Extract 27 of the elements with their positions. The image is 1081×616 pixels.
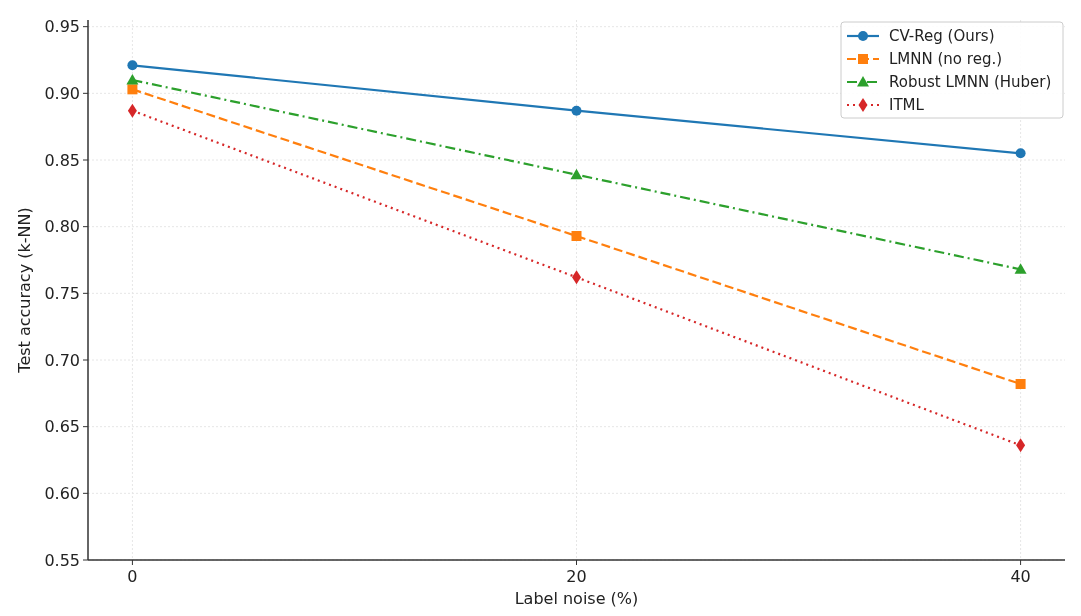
point <box>1015 148 1026 159</box>
y-tick-label: 0.55 <box>44 550 80 570</box>
legend-label: CV-Reg (Ours) <box>889 27 995 46</box>
point <box>1015 379 1026 389</box>
point <box>1014 263 1027 274</box>
y-tick-label: 0.95 <box>44 17 80 37</box>
x-tick-label: 0 <box>127 567 138 586</box>
x-axis-title: Label noise (%) <box>514 589 639 608</box>
y-tick-label: 0.70 <box>44 350 80 370</box>
y-tick-label: 0.80 <box>44 217 80 237</box>
x-tick-label: 20 <box>566 567 587 586</box>
y-tick-label: 0.85 <box>44 150 80 170</box>
point <box>127 84 138 95</box>
y-tick-label: 0.75 <box>44 283 80 303</box>
legend-label: LMNN (no reg.) <box>889 50 1003 69</box>
point <box>570 168 583 180</box>
legend-label: ITML <box>889 96 925 115</box>
y-axis-title: Test accuracy (k-NN) <box>15 207 34 374</box>
y-tick-label: 0.90 <box>44 83 80 103</box>
point <box>127 60 138 71</box>
point <box>571 231 582 241</box>
x-tick-label: 40 <box>1010 567 1031 586</box>
legend-label: Robust LMNN (Huber) <box>889 73 1052 92</box>
y-tick-label: 0.65 <box>44 417 80 437</box>
point <box>571 105 582 116</box>
y-tick-label: 0.60 <box>44 483 80 503</box>
point <box>126 74 139 85</box>
